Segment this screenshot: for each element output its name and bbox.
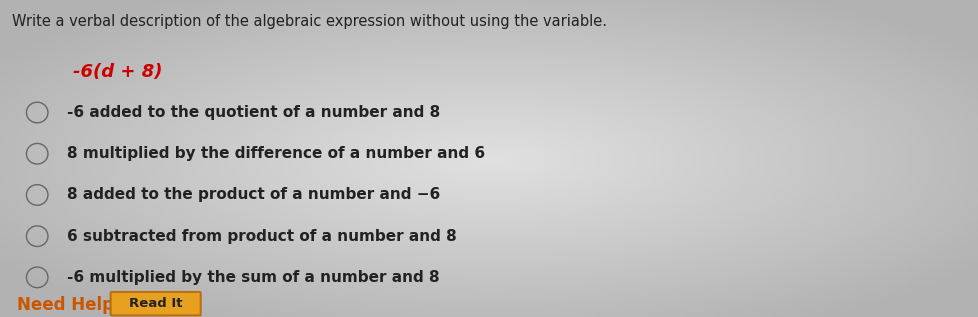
Text: -6 added to the quotient of a number and 8: -6 added to the quotient of a number and… [67,105,439,120]
Text: -6 multiplied by the sum of a number and 8: -6 multiplied by the sum of a number and… [67,270,439,285]
Text: Read It: Read It [129,297,182,310]
Text: -6(d + 8): -6(d + 8) [73,63,162,81]
Text: Need Help?: Need Help? [17,296,123,314]
Text: 8 multiplied by the difference of a number and 6: 8 multiplied by the difference of a numb… [67,146,484,161]
Text: 8 added to the product of a number and −6: 8 added to the product of a number and −… [67,187,439,203]
Text: 6 subtracted from product of a number and 8: 6 subtracted from product of a number an… [67,229,456,244]
Text: Write a verbal description of the algebraic expression without using the variabl: Write a verbal description of the algebr… [12,14,606,29]
FancyBboxPatch shape [111,292,200,315]
